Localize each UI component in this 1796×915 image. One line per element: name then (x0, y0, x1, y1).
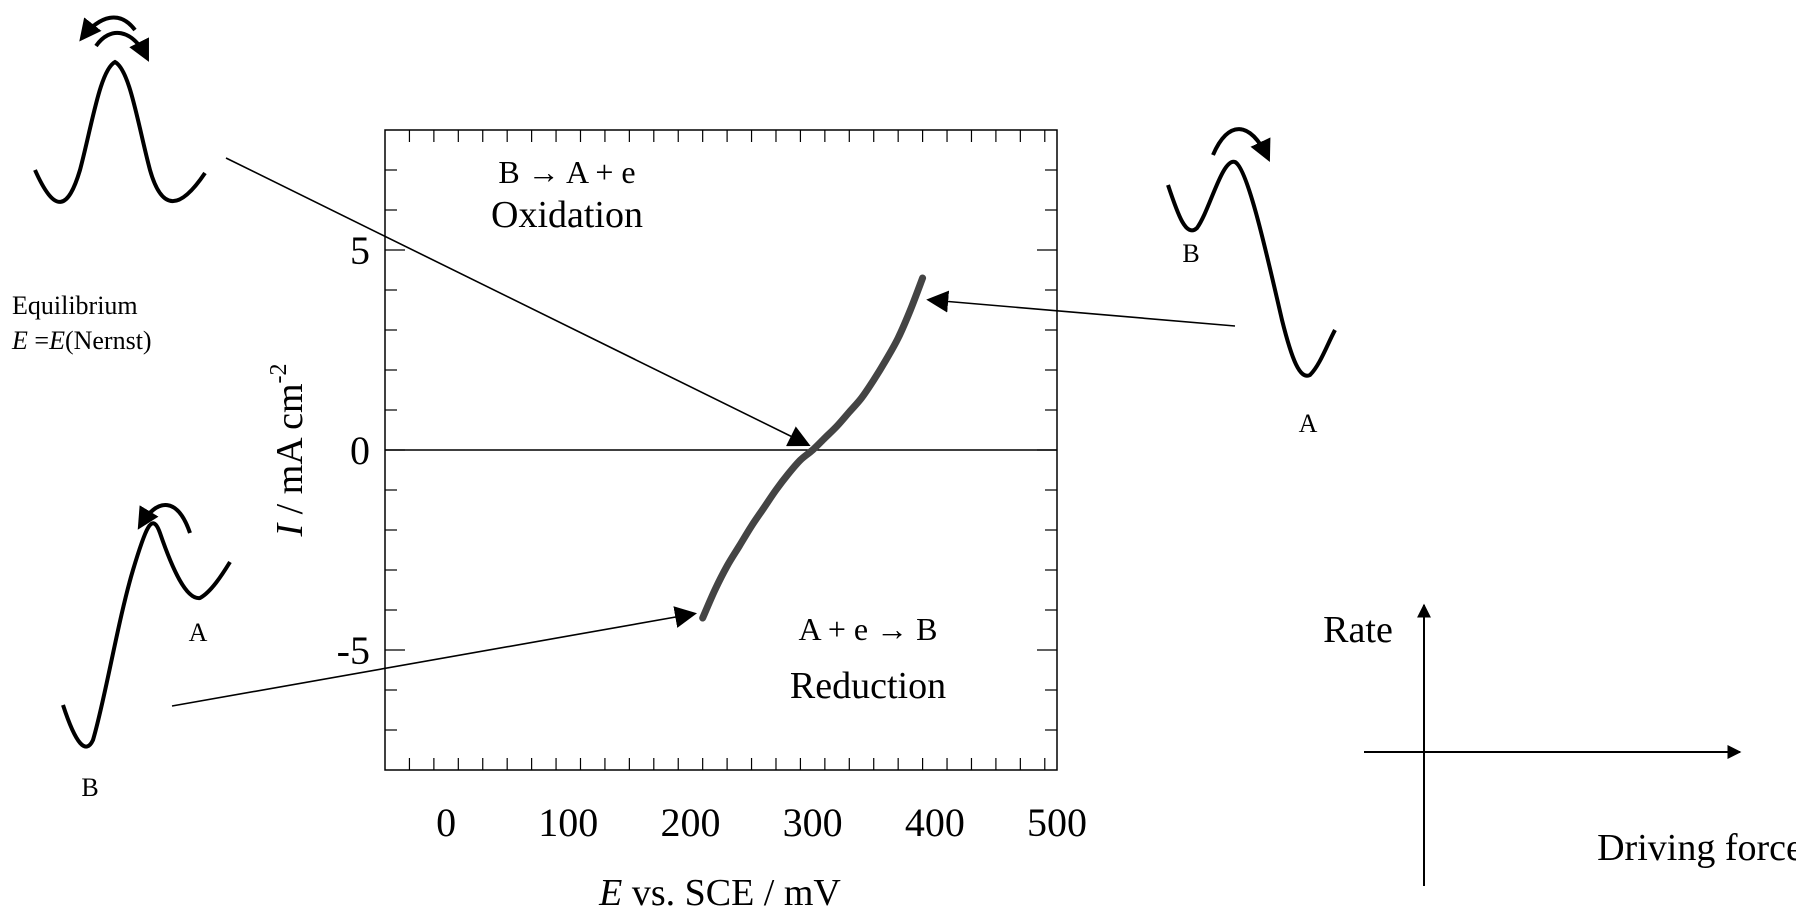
nernst-label: E =E(Nernst) (11, 326, 152, 355)
equilibrium-forward-arrow (94, 30, 149, 62)
arrow-reduction (171, 606, 698, 707)
x-tick-label: 200 (660, 800, 720, 845)
x-tick-label: 500 (1027, 800, 1087, 845)
reduction-equation: A + e → B (799, 611, 938, 647)
equilibrium-energy-profile (33, 59, 207, 204)
y-axis-label: I / mA cm-2 (266, 363, 311, 537)
y-tick-label: 5 (350, 228, 370, 273)
oxidation-arrow (1211, 127, 1271, 162)
equilibrium-backward-arrow (79, 15, 137, 42)
oxidation-energy-profile (1166, 159, 1337, 378)
x-tick-label: 100 (538, 800, 598, 845)
reduction-profile-label-A: A (189, 618, 208, 647)
oxidation-profile-label-B: B (1182, 239, 1199, 268)
x-tick-label: 300 (783, 800, 843, 845)
oxidation-equation: B → A + e (498, 154, 635, 190)
x-axis-label: E vs. SCE / mV (598, 872, 841, 914)
arrow-oxidation (926, 290, 1236, 327)
reduction-energy-profile (61, 521, 232, 749)
reduction-arrow (137, 503, 192, 534)
oxidation-label: Oxidation (491, 194, 643, 236)
y-tick-labels: 5 0 -5 (337, 228, 370, 673)
reduction-label: Reduction (790, 665, 946, 707)
x-tick-label: 0 (436, 800, 456, 845)
equilibrium-label: Equilibrium (12, 291, 138, 320)
series-line (699, 274, 927, 622)
oxidation-profile-label-A: A (1299, 409, 1318, 438)
reduction-profile-label-B: B (81, 773, 98, 802)
minor-ticks (385, 130, 1057, 770)
x-tick-label: 400 (905, 800, 965, 845)
x-tick-labels: 0 100 200 300 400 500 (436, 800, 1087, 845)
y-tick-label: -5 (337, 628, 370, 673)
inset-x-label: Driving force (1597, 827, 1796, 869)
inset-y-label: Rate (1323, 609, 1393, 651)
y-tick-label: 0 (350, 428, 370, 473)
arrow-equilibrium (225, 157, 811, 447)
